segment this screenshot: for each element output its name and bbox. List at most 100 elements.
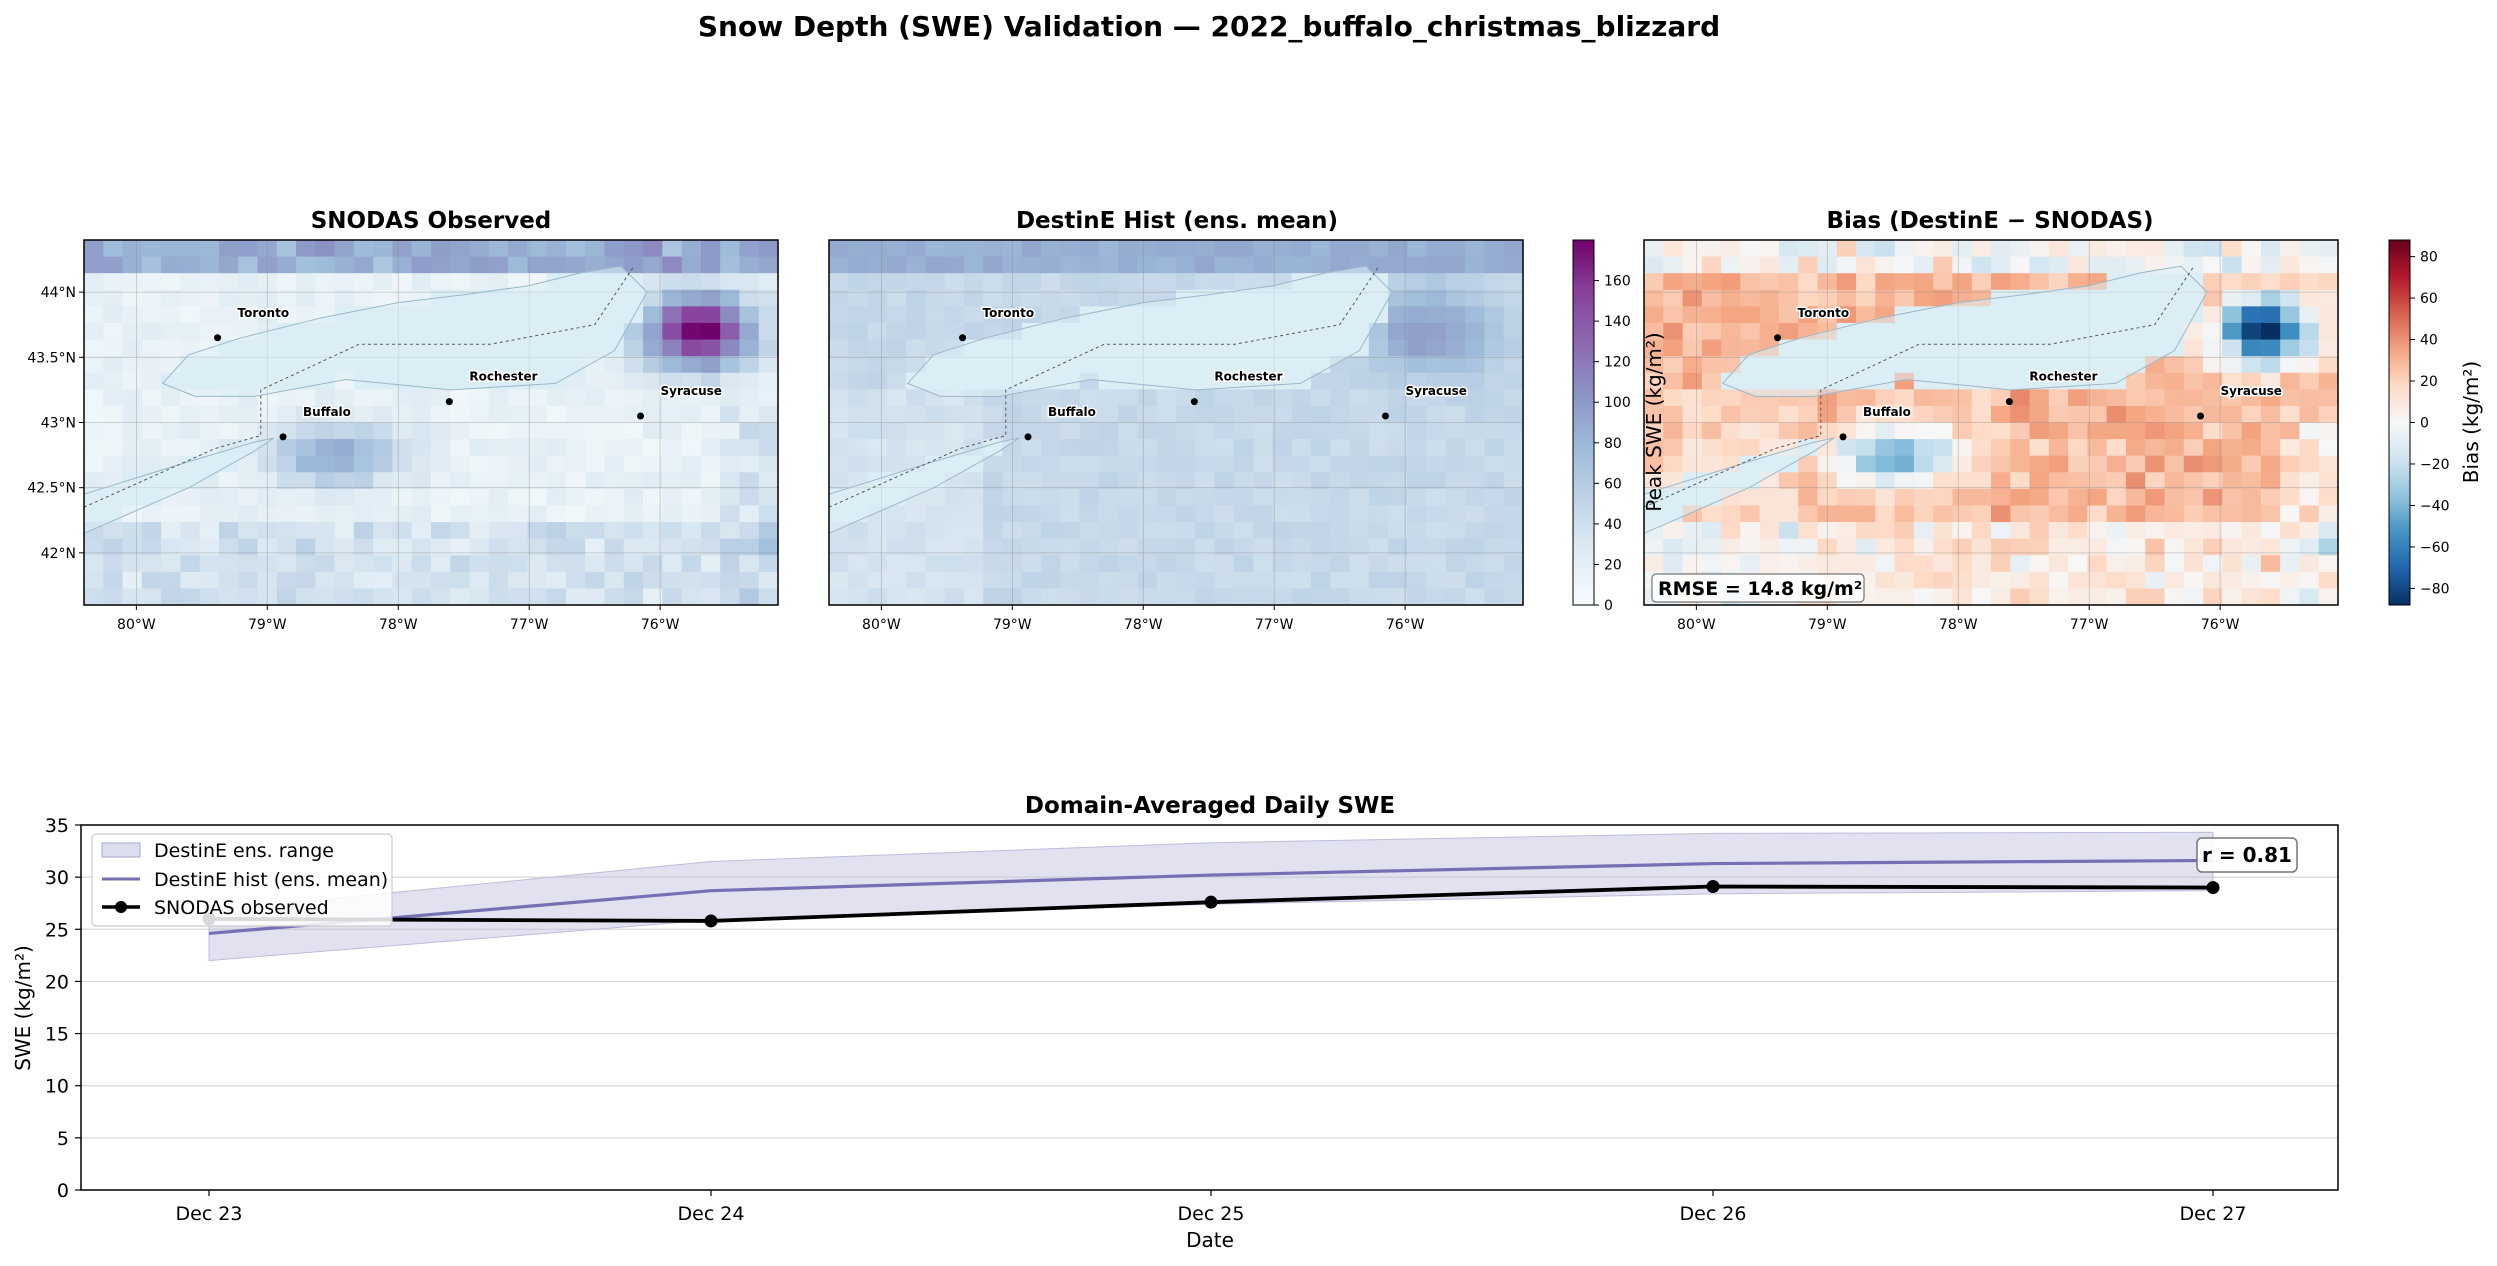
city-label: Toronto (238, 306, 290, 320)
grid-cell (450, 455, 471, 473)
grid-cell (1817, 505, 1838, 523)
city-label: Toronto (1798, 306, 1850, 320)
grid-cell (1933, 472, 1954, 490)
grid-cell (565, 472, 586, 490)
grid-cell (2106, 455, 2127, 473)
grid-cell (2203, 389, 2223, 407)
grid-cell (2280, 455, 2301, 473)
grid-cell (218, 306, 239, 324)
city-marker (637, 412, 645, 420)
grid-cell (1721, 439, 1741, 457)
grid-cell (296, 455, 316, 473)
grid-cell (1798, 472, 1819, 490)
grid-cell (1118, 455, 1139, 473)
grid-cell (488, 240, 509, 258)
grid-cell (315, 273, 336, 291)
grid-cell (238, 289, 259, 307)
grid-cell (1079, 273, 1100, 291)
grid-cell (2260, 555, 2281, 573)
grid-cell (1894, 571, 1915, 590)
grid-cell (1098, 488, 1119, 507)
grid-cell (411, 488, 432, 507)
grid-cell (963, 538, 984, 556)
grid-cell (643, 339, 663, 357)
grid-cell (1349, 240, 1370, 258)
grid-cell (488, 538, 509, 556)
grid-cell (1778, 256, 1799, 274)
grid-cell (488, 472, 509, 490)
grid-cell (2029, 422, 2050, 440)
grid-cell (2280, 389, 2301, 407)
grid-cell (1272, 240, 1293, 258)
grid-cell (662, 389, 683, 407)
grid-cell (662, 405, 683, 424)
grid-cell (1002, 256, 1023, 274)
grid-cell (1407, 488, 1428, 507)
grid-cell (1253, 439, 1273, 457)
grid-cell (1060, 555, 1081, 573)
grid-cell (141, 538, 162, 556)
grid-cell (1465, 505, 1486, 523)
grid-cell (431, 488, 451, 507)
grid-cell (829, 289, 849, 307)
grid-cell (700, 306, 721, 324)
grid-cell (1079, 588, 1100, 606)
grid-cell (180, 289, 201, 307)
grid-cell (604, 389, 625, 407)
grid-cell (1484, 289, 1505, 307)
grid-cell (1330, 240, 1351, 258)
grid-cell (141, 356, 162, 374)
grid-cell (431, 522, 451, 540)
grid-cell (450, 439, 471, 457)
grid-cell (1368, 372, 1389, 390)
grid-cell (2087, 505, 2108, 523)
grid-cell (353, 555, 374, 573)
grid-cell (944, 522, 965, 540)
grid-cell (199, 522, 220, 540)
grid-cell (1817, 455, 1838, 473)
grid-cell (257, 505, 278, 523)
grid-cell (585, 372, 606, 390)
grid-cell (1644, 256, 1664, 274)
lake-ontario (906, 265, 1393, 397)
grid-cell (758, 571, 779, 590)
grid-cell (867, 273, 888, 291)
grid-cell (1060, 505, 1081, 523)
grid-cell (1426, 455, 1447, 473)
grid-cell (1856, 488, 1876, 507)
grid-cell (1214, 571, 1235, 590)
grid-cell (1002, 488, 1023, 507)
grid-cell (1740, 488, 1761, 507)
grid-cell (643, 405, 663, 424)
grid-cell (334, 555, 355, 573)
snodas-point (1204, 895, 1218, 909)
grid-cell (2048, 240, 2069, 258)
grid-cell (276, 538, 297, 556)
map-panel-bias: Bias (DestinE − SNODAS) TorontoBuffaloRo… (1643, 208, 2339, 633)
grid-cell (867, 372, 888, 390)
grid-cell (1195, 422, 1216, 440)
grid-cell (2299, 273, 2320, 291)
grid-cell (2222, 405, 2243, 424)
grid-cell (527, 571, 548, 590)
grid-cell (1701, 339, 1722, 357)
grid-cell (2068, 538, 2088, 556)
grid-cell (1721, 256, 1741, 274)
grid-cell (1484, 339, 1505, 357)
grid-cell (867, 306, 888, 324)
grid-cell (1426, 405, 1447, 424)
grid-cell (2280, 405, 2301, 424)
grid-cell (623, 571, 644, 590)
grid-cell (1817, 306, 1838, 324)
lat-tick-label: 43.5°N (27, 350, 76, 366)
grid-cell (1021, 488, 1042, 507)
panel-title-destine: DestinE Hist (ens. mean) (1016, 208, 1338, 234)
grid-cell (758, 505, 779, 523)
grid-cell (2203, 289, 2223, 307)
grid-cell (431, 422, 451, 440)
grid-cell (1156, 273, 1177, 291)
grid-cell (1272, 472, 1293, 490)
grid-cell (431, 538, 451, 556)
grid-cell (867, 322, 888, 341)
grid-cell (1701, 372, 1722, 390)
